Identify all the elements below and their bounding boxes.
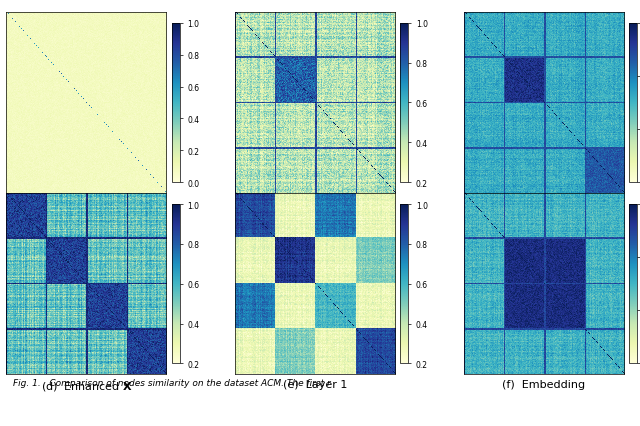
X-axis label: (e)  Layer 1: (e) Layer 1	[283, 379, 348, 389]
X-axis label: (f)  Embedding: (f) Embedding	[502, 379, 585, 389]
X-axis label: (d)  Enhanced $\mathbf{X}$: (d) Enhanced $\mathbf{X}$	[40, 379, 132, 391]
X-axis label: (a)  Raw: (a) Raw	[63, 198, 109, 208]
X-axis label: (b)  Layer 1: (b) Layer 1	[283, 198, 348, 208]
Text: Fig. 1.   Comparison of nodes similarity on the dataset ACM. The first r: Fig. 1. Comparison of nodes similarity o…	[13, 378, 330, 387]
X-axis label: (c)  Embedding: (c) Embedding	[501, 198, 586, 208]
